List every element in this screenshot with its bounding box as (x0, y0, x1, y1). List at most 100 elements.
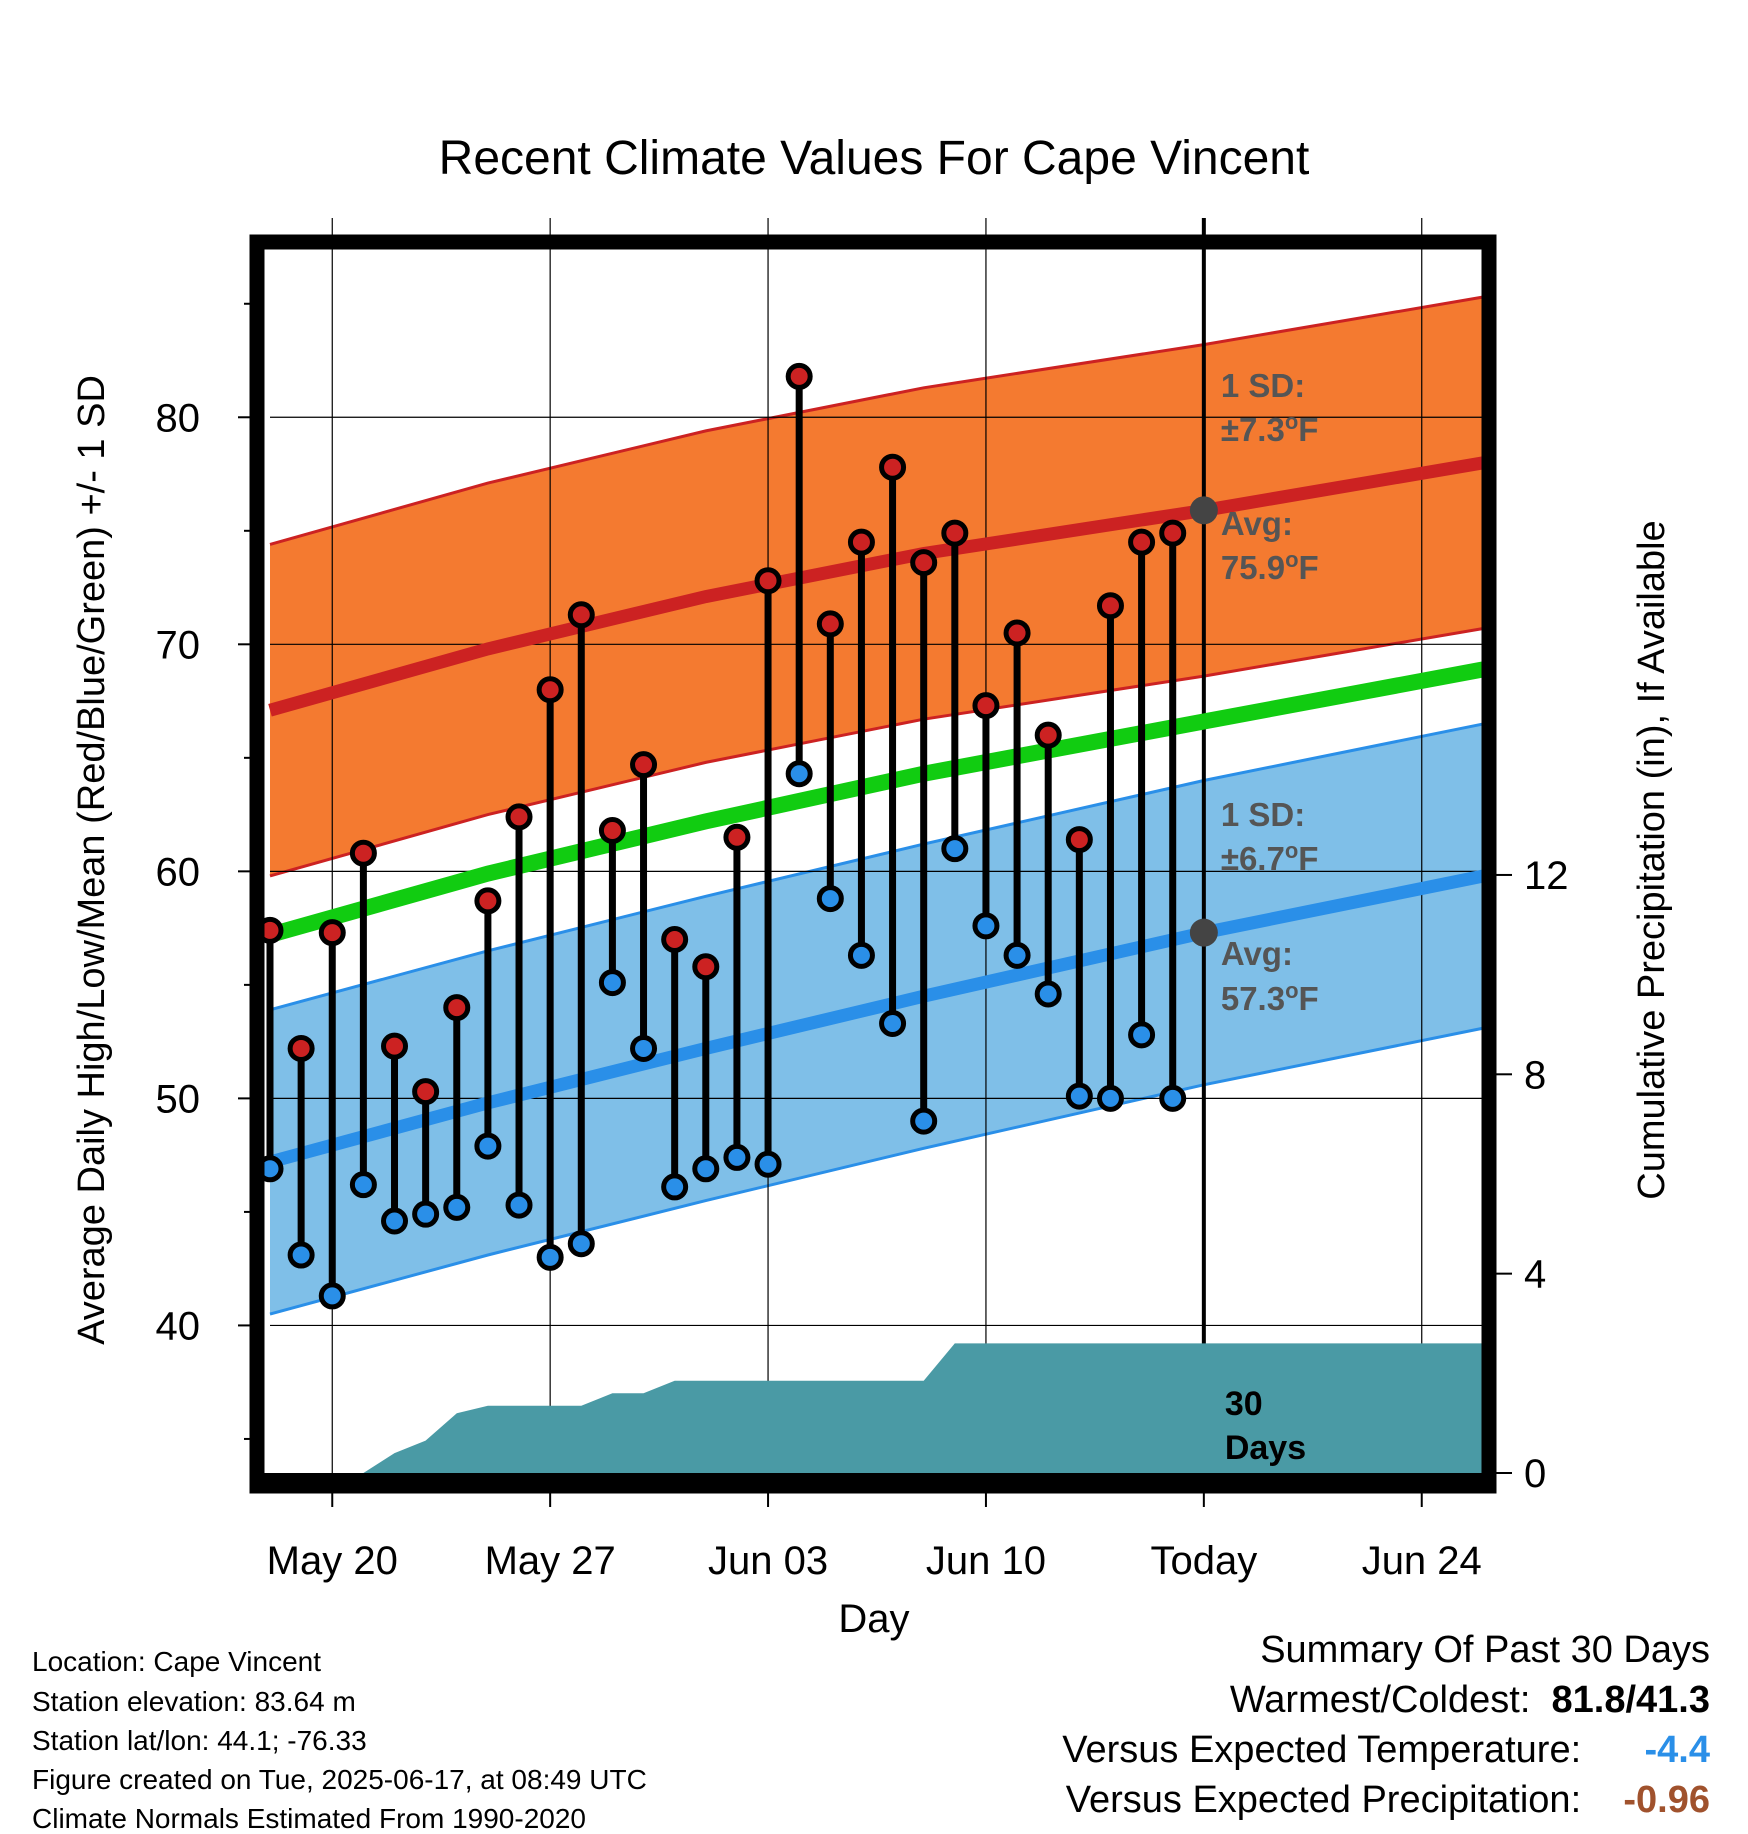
obs-high-point (412, 1078, 440, 1106)
summary-temp: Versus Expected Temperature: -4.4 (1062, 1730, 1710, 1770)
obs-low-point (381, 1207, 409, 1235)
low-sd-label: 1 SD: (1221, 796, 1305, 833)
obs-low-point (598, 969, 626, 997)
observations (256, 362, 1187, 1310)
obs-low-point (349, 1171, 377, 1199)
obs-low-point (754, 1150, 782, 1178)
obs-high-point (941, 519, 969, 547)
summary-title: Summary Of Past 30 Days (1260, 1629, 1710, 1671)
summary-warm-cold: Warmest/Coldest: 81.8/41.3 (1230, 1680, 1710, 1720)
obs-high-point (661, 925, 689, 953)
obs-high-point (536, 676, 564, 704)
obs-high-point (879, 453, 907, 481)
mean-avg-line (267, 661, 1486, 943)
obs-low-point (692, 1155, 720, 1183)
warm-cold-label: Warmest/Coldest: (1229, 1679, 1531, 1721)
obs-high-point (598, 816, 626, 844)
obs-high-point (474, 887, 502, 915)
obs-low-point (1034, 980, 1062, 1008)
obs-low-point (1096, 1084, 1124, 1112)
latlon-text: Station lat/lon: 44.1; -76.33 (32, 1725, 367, 1756)
obs-low-point (1159, 1084, 1187, 1112)
precip-area (270, 1343, 1484, 1473)
y-axis-title: Average Daily High/Low/Mean (Red/Blue/Gr… (71, 375, 113, 1345)
temp-value: -4.4 (1644, 1729, 1710, 1771)
x-tick-label: Jun 10 (926, 1539, 1046, 1583)
y2-axis-title: Cumulative Precipitation (in), If Availa… (1631, 520, 1673, 1199)
obs-low-point (536, 1243, 564, 1271)
obs-low-point (879, 1009, 907, 1037)
high-sd-value: ±7.3oF (1221, 409, 1319, 448)
low-sd-upper-edge (269, 722, 1485, 1012)
obs-high-point (381, 1032, 409, 1060)
obs-low-point (1065, 1082, 1093, 1110)
precip-value: -0.96 (1623, 1779, 1710, 1821)
obs-high-point (630, 751, 658, 779)
obs-high-point (910, 549, 938, 577)
low-sd-value: ±6.7oF (1221, 838, 1319, 877)
obs-high-point (349, 839, 377, 867)
obs-low-point (816, 885, 844, 913)
normals-text: Climate Normals Estimated From 1990-2020 (32, 1803, 586, 1834)
obs-low-point (443, 1193, 471, 1221)
x-tick-label: Jun 24 (1362, 1539, 1482, 1583)
y-tick-label: 60 (156, 850, 201, 894)
normal-lines (267, 456, 1486, 1169)
obs-high-point (972, 692, 1000, 720)
annotations: 1 SD: ±7.3oF Avg: 75.9oF 1 SD: ±6.7oF Avg: 57.3… (1189, 367, 1319, 1467)
obs-high-point (1096, 592, 1124, 620)
obs-low-point (1003, 941, 1031, 969)
obs-high-point (505, 803, 533, 831)
y2-tick-label: 12 (1524, 854, 1569, 898)
obs-high-point (847, 528, 875, 556)
y-tick-label: 70 (156, 623, 201, 667)
obs-high-point (1003, 619, 1031, 647)
high-sd-upper-edge (269, 295, 1485, 546)
high-avg-value: 75.9oF (1221, 547, 1319, 586)
today-high-avg-marker (1189, 496, 1218, 525)
precip-label: Versus Expected Precipitation: (1065, 1779, 1582, 1821)
x-tick-label: Today (1150, 1539, 1257, 1583)
obs-low-point (941, 835, 969, 863)
obs-high-point (287, 1034, 315, 1062)
obs-high-point (443, 994, 471, 1022)
y2-tick-label: 4 (1524, 1253, 1546, 1297)
obs-high-point (692, 953, 720, 981)
high-sd-lower-edge (269, 626, 1485, 878)
y2-tick-label: 8 (1524, 1053, 1546, 1097)
obs-high-point (785, 362, 813, 390)
warm-cold-value: 81.8/41.3 (1551, 1679, 1710, 1721)
axes: 40 50 60 70 80 0 4 8 12 May 20 May 27 Jun 03 Jun 10 T… (71, 132, 1673, 1641)
obs-high-point (567, 601, 595, 629)
precip-cumulative-area (270, 1343, 1484, 1473)
obs-high-point (1065, 826, 1093, 854)
obs-low-point (661, 1173, 689, 1201)
low-avg-line (268, 869, 1486, 1169)
chart-title: Recent Climate Values For Cape Vincent (439, 132, 1310, 185)
high-sd-label: 1 SD: (1221, 367, 1305, 404)
obs-high-point (318, 919, 346, 947)
x-tick-label: May 20 (267, 1539, 398, 1583)
high-avg-label: Avg: (1221, 505, 1293, 542)
obs-low-point (785, 760, 813, 788)
obs-high-point (723, 823, 751, 851)
obs-high-point (1034, 721, 1062, 749)
obs-low-point (910, 1107, 938, 1135)
obs-low-point (723, 1143, 751, 1171)
obs-low-point (972, 912, 1000, 940)
today-low-avg-marker (1189, 918, 1218, 947)
summary-precip: Versus Expected Precipitation: -0.96 (1066, 1780, 1710, 1820)
obs-low-point (847, 941, 875, 969)
location-text: Location: Cape Vincent (32, 1646, 322, 1677)
plot-frame (249, 234, 1497, 1494)
low-avg-value: 57.3oF (1221, 978, 1319, 1017)
low-avg-label: Avg: (1221, 935, 1293, 972)
x-axis-title: Day (838, 1597, 909, 1641)
obs-high-point (1159, 519, 1187, 547)
obs-low-point (567, 1230, 595, 1258)
high-sd-band (270, 296, 1484, 876)
obs-low-point (318, 1282, 346, 1310)
obs-low-point (1128, 1021, 1156, 1049)
elevation-text: Station elevation: 83.64 m (32, 1686, 356, 1717)
obs-low-point (474, 1132, 502, 1160)
